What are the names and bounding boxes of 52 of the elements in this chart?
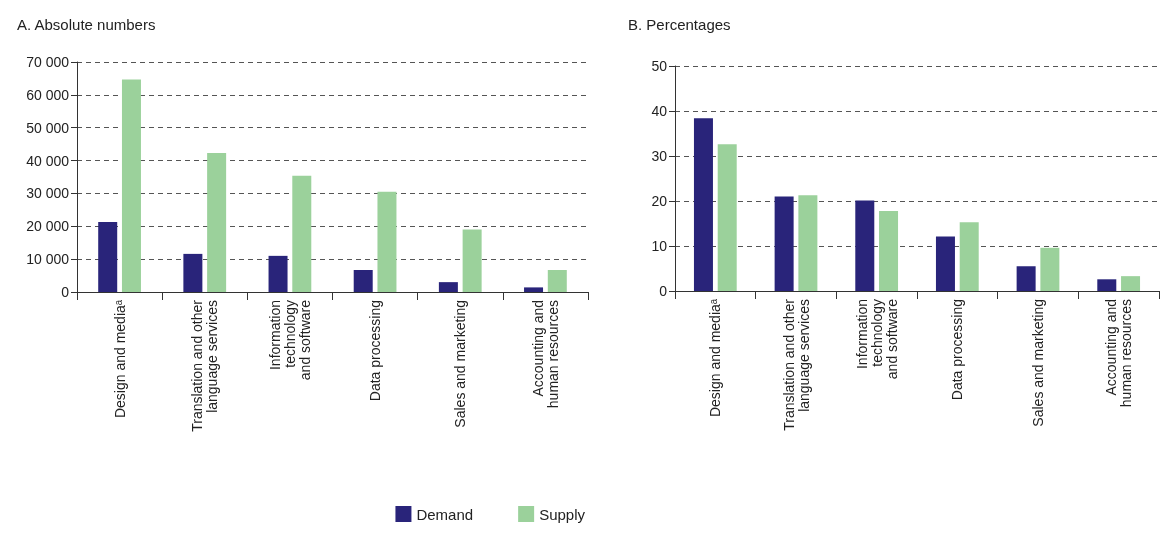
bar bbox=[693, 118, 713, 291]
bar bbox=[1016, 266, 1036, 291]
y-tick-label: 20 bbox=[651, 193, 668, 209]
y-tick-label: 40 bbox=[651, 103, 668, 119]
bar bbox=[935, 236, 955, 291]
bar bbox=[774, 196, 794, 291]
bar bbox=[879, 210, 899, 291]
bar bbox=[1097, 279, 1117, 291]
bar bbox=[959, 222, 979, 291]
y-tick-label: 30 000 bbox=[26, 185, 70, 202]
x-tick-label: Translation and other language services bbox=[189, 299, 221, 432]
bar bbox=[377, 191, 397, 292]
bar bbox=[1040, 247, 1060, 291]
x-tick-label: Sales and marketing bbox=[1030, 299, 1046, 427]
y-tick-label: 50 bbox=[651, 58, 668, 74]
bar bbox=[798, 195, 818, 291]
legend-label: Demand bbox=[416, 505, 474, 523]
x-tick-label: Accounting and human resources bbox=[529, 300, 561, 409]
x-tick-label: Design and mediaᵃ bbox=[111, 299, 128, 419]
bar bbox=[207, 153, 227, 292]
bar bbox=[292, 175, 312, 292]
x-tick-label: Data processing bbox=[949, 299, 966, 401]
y-tick-label: 10 000 bbox=[26, 251, 70, 268]
bar bbox=[524, 287, 544, 292]
bar bbox=[1121, 276, 1141, 291]
x-tick-label: Sales and marketing bbox=[452, 300, 469, 428]
chart-title: A. Absolute numbers bbox=[17, 16, 156, 33]
y-tick-label: 60 000 bbox=[26, 86, 70, 103]
y-tick-label: 30 bbox=[651, 148, 668, 164]
y-tick-label: 0 bbox=[61, 284, 70, 300]
bar bbox=[268, 255, 288, 292]
y-tick-label: 0 bbox=[659, 283, 668, 299]
y-tick-label: 20 000 bbox=[26, 218, 70, 235]
x-tick-label: Accounting and human resources bbox=[1103, 299, 1135, 408]
bar bbox=[353, 269, 373, 292]
y-tick-label: 50 000 bbox=[26, 119, 70, 136]
y-tick-label: 10 bbox=[651, 238, 668, 254]
bar bbox=[717, 144, 737, 291]
bar bbox=[438, 282, 458, 292]
y-tick-label: 70 000 bbox=[26, 54, 70, 70]
bar bbox=[98, 222, 118, 292]
chart-title: B. Percentages bbox=[628, 16, 731, 33]
bar bbox=[855, 200, 875, 291]
bar bbox=[547, 269, 567, 292]
bar bbox=[183, 253, 203, 292]
bar bbox=[462, 229, 482, 292]
x-tick-label: Translation and other language services bbox=[780, 298, 812, 431]
bar bbox=[121, 79, 141, 292]
x-tick-label: Data processing bbox=[367, 300, 384, 402]
legend-label: Supply bbox=[539, 505, 586, 523]
x-tick-label: Design and mediaᵃ bbox=[707, 298, 724, 418]
y-tick-label: 40 000 bbox=[26, 152, 70, 169]
